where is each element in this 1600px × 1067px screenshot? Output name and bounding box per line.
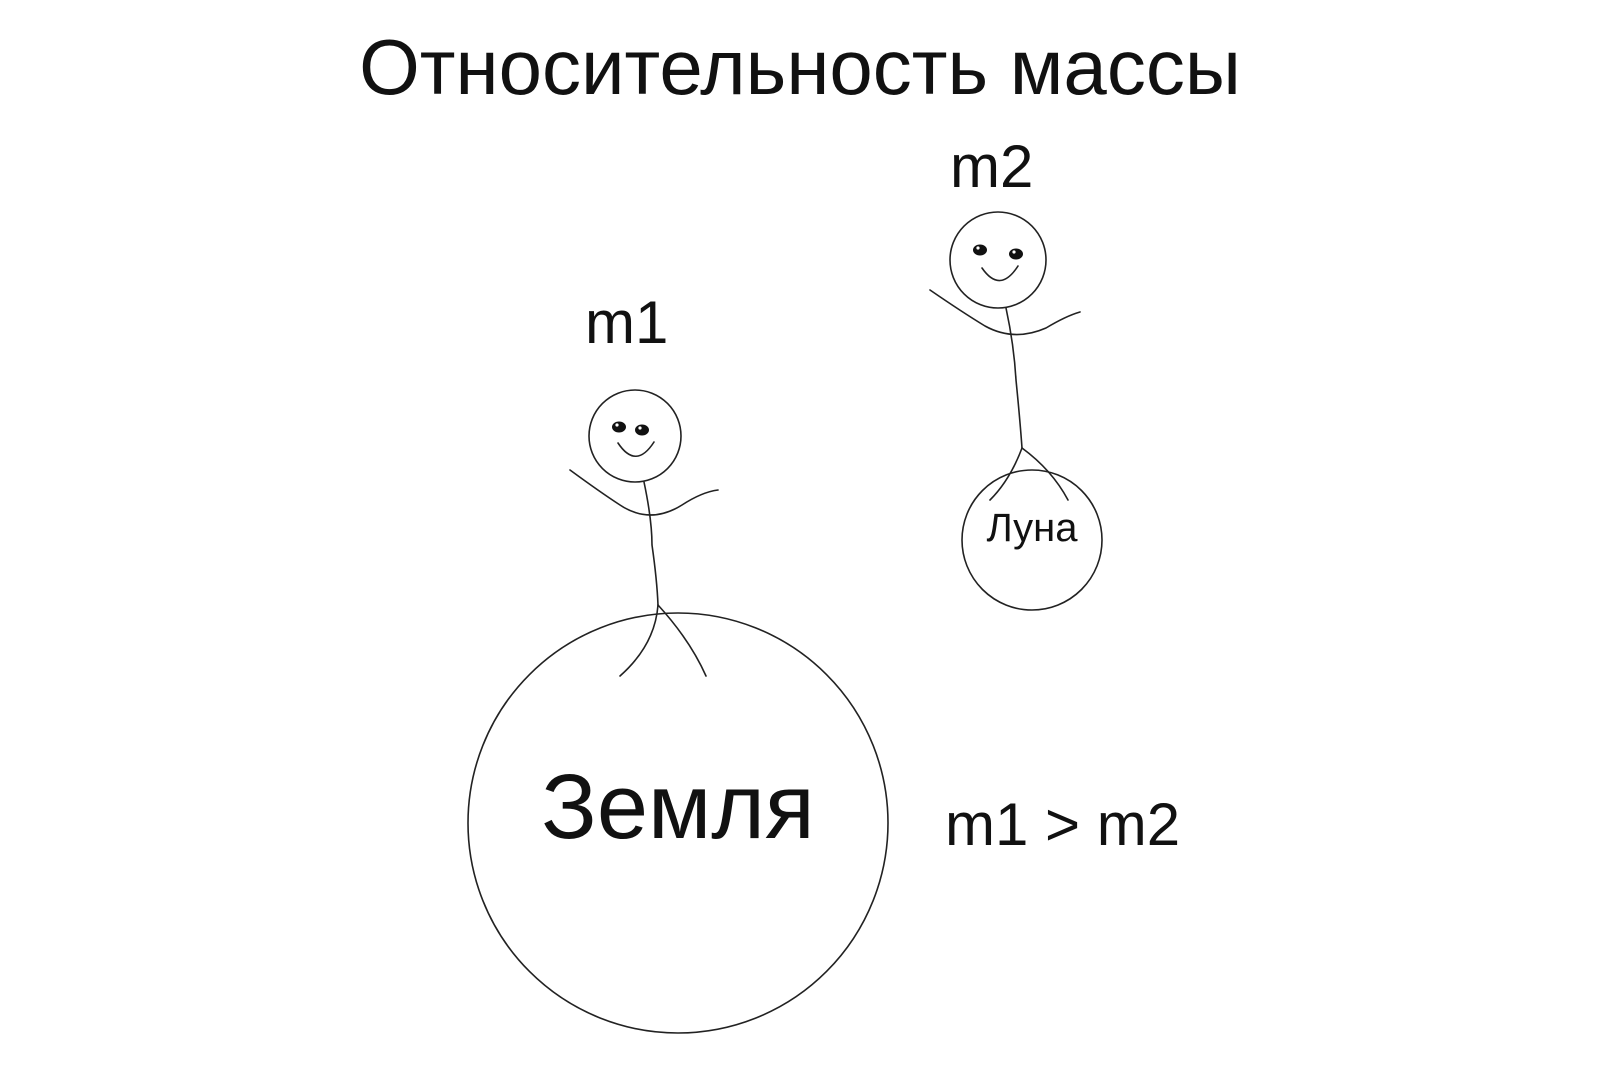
diagram-title: Относительность массы	[359, 23, 1241, 111]
stick-figure-m2	[929, 211, 1081, 501]
figure-m2-arms	[929, 289, 1081, 336]
label-mass-relation: m1 > m2	[945, 791, 1181, 858]
earth-circle	[467, 612, 889, 1034]
label-m2: m2	[950, 133, 1034, 200]
moon-circle	[961, 469, 1103, 611]
figure-m1-left-eye	[612, 421, 626, 433]
label-moon: Луна	[986, 506, 1078, 550]
figure-m2-left-eye	[973, 244, 987, 256]
stick-figure-m1	[569, 389, 719, 677]
label-earth: Земля	[541, 756, 815, 858]
label-m1: m1	[585, 289, 669, 356]
figure-m2-body	[1005, 307, 1023, 449]
figure-m2-right-eye	[1009, 248, 1023, 260]
figure-m1-left-leg	[619, 604, 659, 677]
figure-m2-head	[949, 211, 1047, 309]
figure-m2-left-leg	[989, 447, 1023, 501]
figure-m1-smile	[617, 441, 655, 458]
figure-m1-head	[588, 389, 682, 483]
figure-m2-smile	[981, 265, 1019, 282]
figure-m1-arms	[569, 469, 719, 516]
figure-m1-right-eye	[635, 424, 649, 436]
figure-m2-right-leg	[1021, 447, 1069, 501]
figure-m1-body	[643, 481, 659, 606]
figure-m1-right-leg	[657, 604, 707, 677]
